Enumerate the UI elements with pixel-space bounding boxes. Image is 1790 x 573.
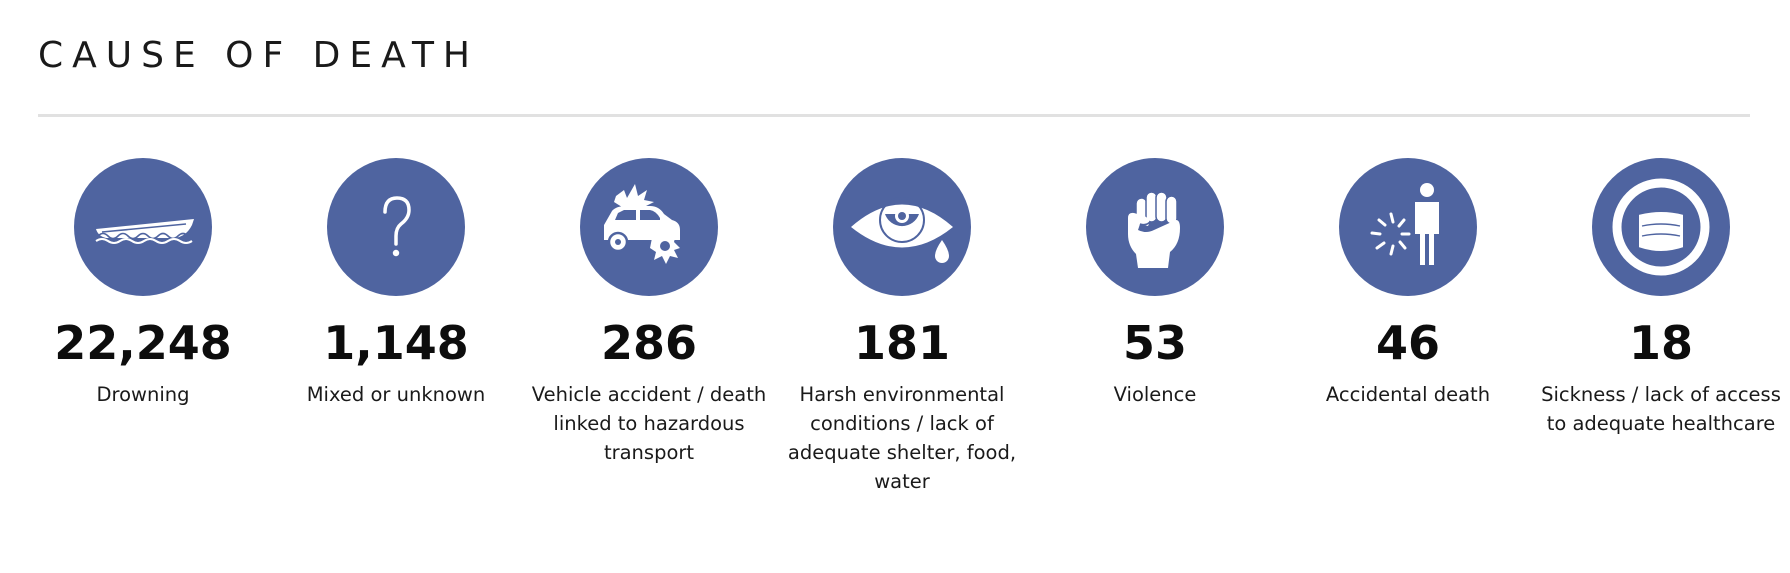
stat-label: Accidental death <box>1325 383 1491 406</box>
stat-value: 53 <box>1122 316 1187 370</box>
stat-value: 1,148 <box>323 316 469 370</box>
stat-value: 286 <box>600 316 698 370</box>
stat-mixed-or-unknown: 1,148 Mixed or unknown <box>271 158 521 496</box>
face-mask-icon <box>1592 158 1730 296</box>
stat-vehicle-accident: 286 Vehicle accident / death linked to h… <box>524 158 774 496</box>
stat-violence: 53 Violence <box>1030 158 1280 496</box>
car-crash-icon <box>580 158 718 296</box>
stat-label: Sickness / lack of access to adequate he… <box>1541 383 1781 435</box>
stat-drowning: 22,248 Drowning <box>18 158 268 496</box>
stat-value: 18 <box>1628 316 1693 370</box>
stat-label: Harsh environmental conditions / lack of… <box>787 383 1017 493</box>
section-title: CAUSE OF DEATH <box>38 35 479 76</box>
stats-row: 22,248 Drowning 1,148 Mixed or unknown <box>18 158 1786 496</box>
stat-label: Violence <box>1113 383 1197 406</box>
stat-label: Mixed or unknown <box>306 383 486 406</box>
raised-fist-icon <box>1086 158 1224 296</box>
stat-value: 22,248 <box>54 316 232 370</box>
stat-value: 181 <box>853 316 951 370</box>
stat-harsh-environmental-conditions: 181 Harsh environmental conditions / lac… <box>777 158 1027 496</box>
person-falling-icon <box>1339 158 1477 296</box>
stat-label: Vehicle accident / death linked to hazar… <box>531 383 767 464</box>
stat-sickness: 18 Sickness / lack of access to adequate… <box>1536 158 1786 496</box>
stat-label: Drowning <box>96 383 190 406</box>
crying-eye-icon <box>833 158 971 296</box>
question-mark-icon <box>327 158 465 296</box>
boat-icon <box>74 158 212 296</box>
section-divider <box>38 114 1750 117</box>
stat-value: 46 <box>1375 316 1440 370</box>
stat-accidental-death: 46 Accidental death <box>1283 158 1533 496</box>
